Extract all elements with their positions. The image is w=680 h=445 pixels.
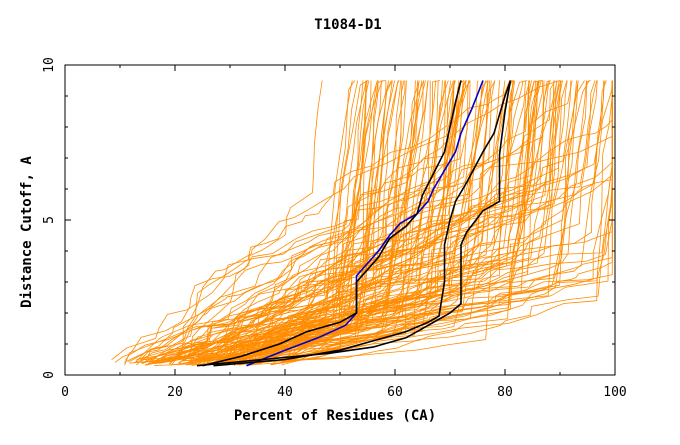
background-series-line [128, 80, 446, 363]
background-series-line [190, 80, 500, 364]
background-series-line [233, 80, 367, 366]
background-series-line [286, 80, 568, 361]
background-series-line [222, 80, 563, 364]
x-tick-label: 80 [497, 385, 513, 400]
background-series-line [134, 80, 429, 363]
background-series-line [245, 80, 550, 362]
series-line-highlight-black-1 [202, 80, 462, 367]
y-tick-label: 10 [42, 57, 57, 73]
background-series-line [197, 80, 484, 362]
y-axis-label: Distance Cutoff, A [19, 156, 35, 308]
background-series-line [256, 80, 613, 363]
background-series-line [141, 80, 387, 365]
x-tick-label: 0 [61, 385, 69, 400]
background-series-line [163, 80, 425, 361]
background-series-line [245, 80, 364, 365]
background-series-group [111, 80, 613, 366]
background-series-line [278, 80, 386, 364]
background-series-line [173, 80, 613, 361]
x-tick-label: 40 [277, 385, 293, 400]
background-series-line [124, 80, 369, 366]
background-series-line [197, 80, 479, 365]
series-line-highlight-blue [246, 80, 484, 367]
y-axis-ticks: 0 5 10 [42, 57, 615, 379]
background-series-line [154, 80, 590, 366]
background-series-line [177, 80, 323, 366]
background-series-line [166, 80, 383, 362]
x-axis-ticks: 0 20 40 60 80 100 [61, 65, 627, 400]
background-series-line [207, 80, 496, 362]
background-series-line [182, 80, 461, 361]
background-series-line [238, 80, 467, 366]
chart-title: T1084-D1 [314, 17, 381, 33]
background-series-line [145, 80, 613, 366]
background-series-line [249, 80, 543, 366]
background-series-line [129, 80, 439, 364]
background-series-line [188, 80, 486, 362]
background-series-line [146, 80, 370, 363]
background-series-line [178, 80, 399, 364]
background-series-line [168, 80, 456, 365]
background-series-line [280, 80, 454, 361]
background-series-line [218, 80, 396, 366]
background-series-line [111, 80, 468, 361]
x-axis-label: Percent of Residues (CA) [234, 408, 436, 424]
series-line-highlight-black-3 [196, 80, 512, 367]
highlight-series-group [196, 80, 512, 367]
x-tick-label: 100 [603, 385, 626, 400]
background-series-line [147, 80, 572, 365]
background-series-line [210, 80, 530, 366]
background-series-line [180, 80, 449, 362]
x-tick-label: 60 [387, 385, 403, 400]
background-series-line [273, 80, 613, 365]
series-line-highlight-black-2 [213, 80, 512, 367]
background-series-line [271, 80, 528, 362]
x-tick-label: 20 [167, 385, 183, 400]
background-series-line [232, 80, 531, 366]
background-series-line [252, 80, 378, 365]
y-tick-label: 5 [42, 216, 57, 224]
y-tick-label: 0 [42, 371, 57, 379]
